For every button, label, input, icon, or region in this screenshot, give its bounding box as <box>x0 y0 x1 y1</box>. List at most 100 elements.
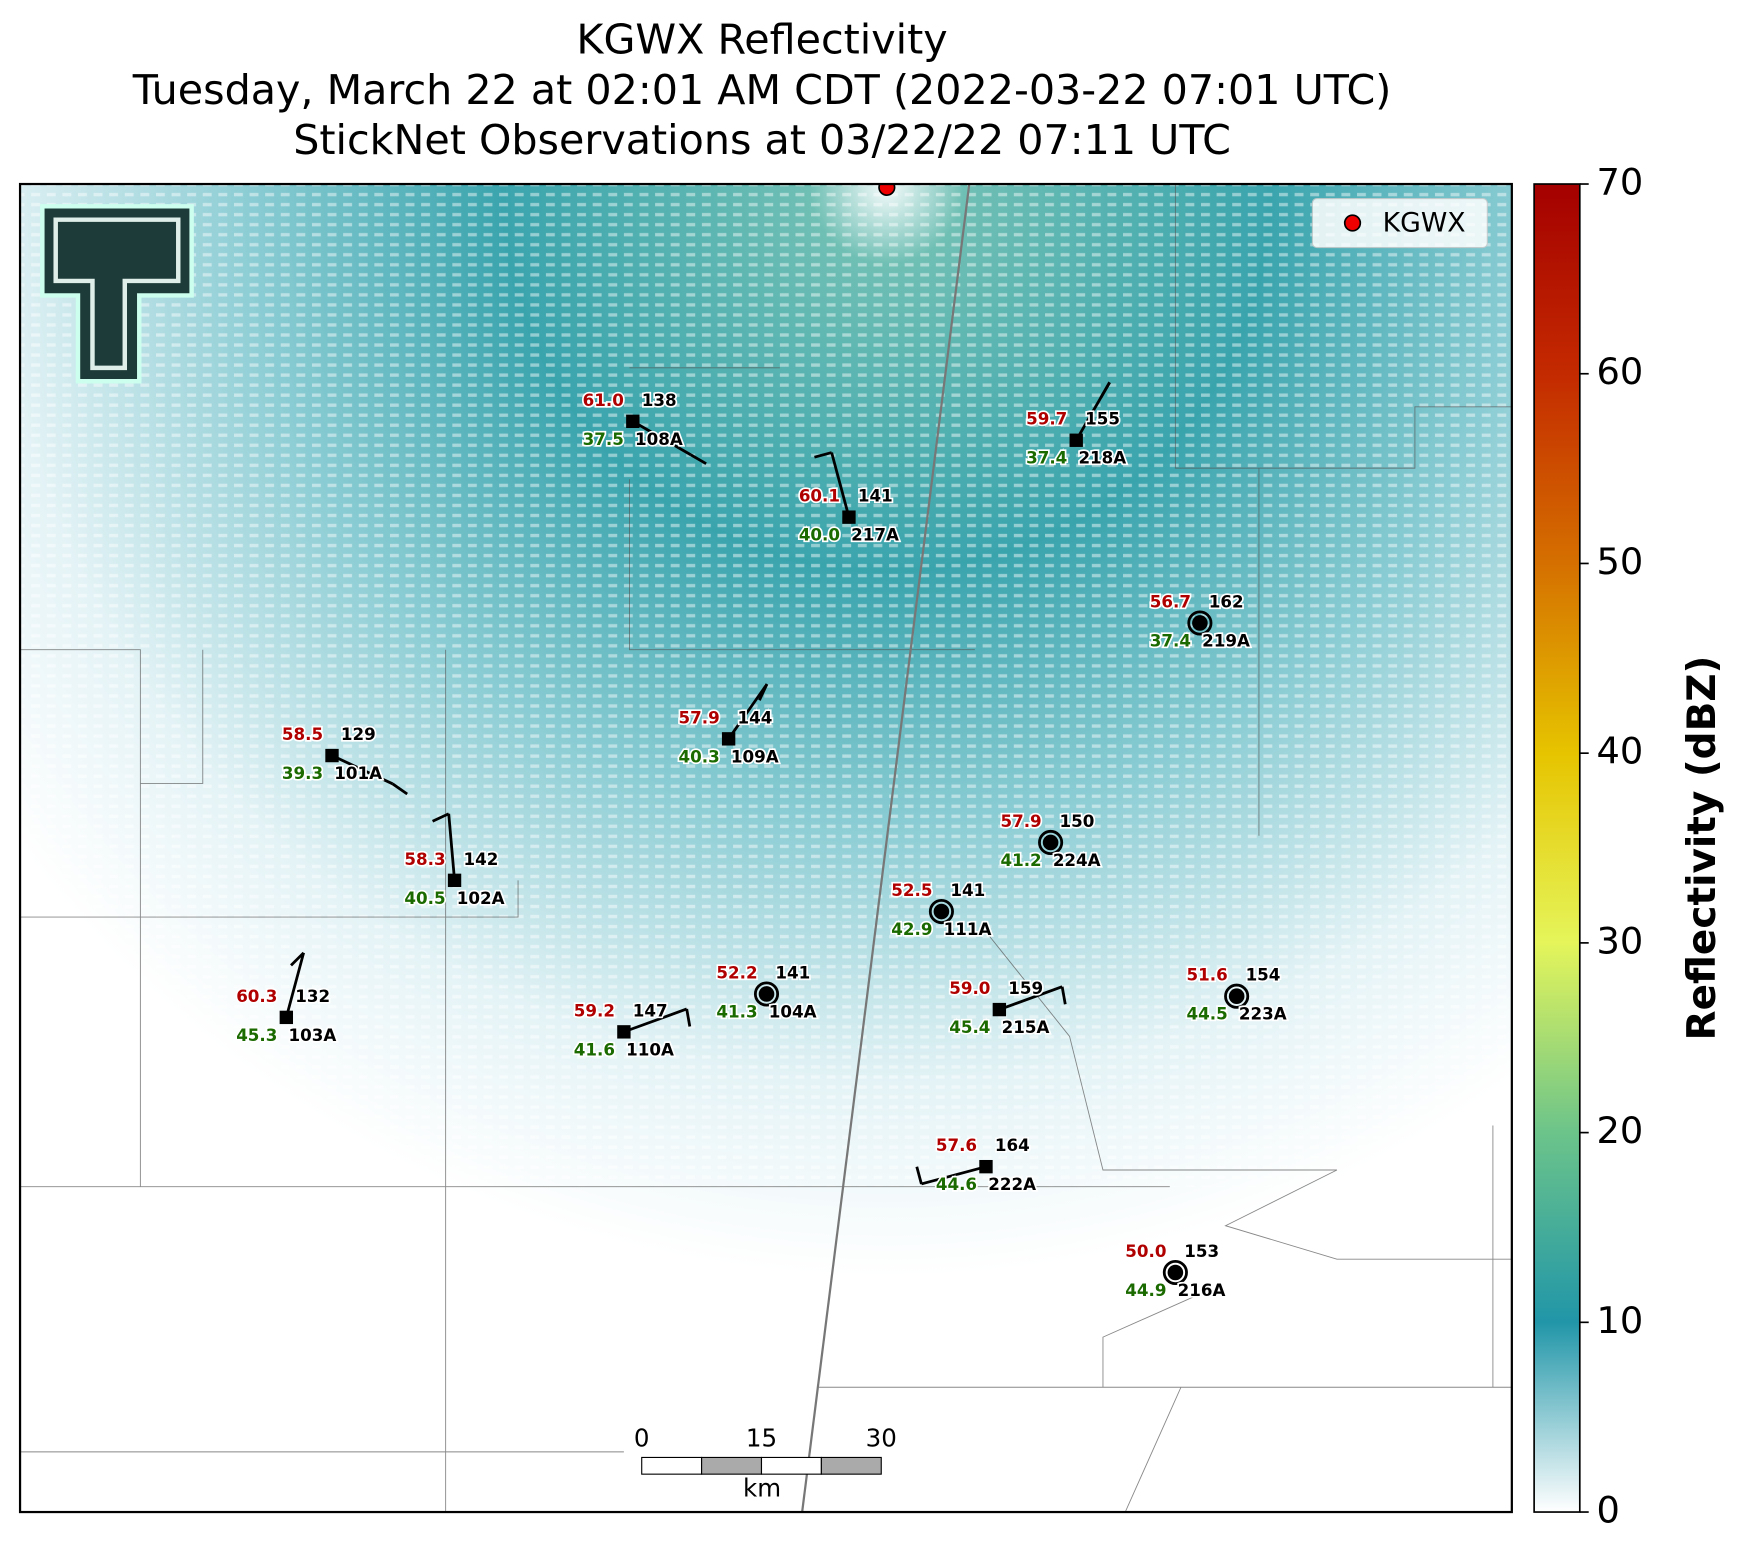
station-dewpoint: 37.4 <box>1026 448 1067 468</box>
station-value: 138 <box>642 390 677 410</box>
station-temp: 58.5 <box>282 724 323 744</box>
station-dewpoint: 41.3 <box>716 1001 757 1021</box>
colorbar: Reflectivity (dBZ) 0 10 20 30 40 50 60 70 <box>1533 161 1725 1532</box>
map: 61.0 138 37.5 108A 60.1 141 40.0 217A 59.7 155 37.… <box>20 184 1512 1513</box>
station-id: 103A <box>289 1025 337 1045</box>
station-marker <box>447 873 462 888</box>
station-value: 129 <box>341 724 376 744</box>
highway <box>801 184 971 1513</box>
station-marker <box>1228 988 1245 1005</box>
colorbar-tick-label: 10 <box>1597 1299 1644 1342</box>
station-dewpoint: 41.6 <box>574 1039 615 1059</box>
station-temp: 51.6 <box>1187 965 1228 985</box>
station-marker <box>842 510 856 524</box>
station-temp: 50.0 <box>1125 1241 1166 1261</box>
station-dewpoint: 45.3 <box>236 1025 277 1045</box>
wind-barb <box>632 420 692 456</box>
radar-site <box>878 184 896 196</box>
colorbar-tick-label: 0 <box>1597 1489 1620 1532</box>
colorbar-tick-label: 70 <box>1597 161 1644 204</box>
colorbar-ramp <box>1533 183 1581 1513</box>
station-marker <box>279 1010 294 1025</box>
station-marker <box>325 748 339 763</box>
station-marker <box>617 1025 631 1039</box>
station-marker <box>626 414 640 429</box>
legend-label: KGWX <box>1383 208 1466 239</box>
station-temp: 59.0 <box>949 978 990 998</box>
legend: KGWX <box>1311 197 1488 249</box>
station-id: 104A <box>769 1001 817 1021</box>
station-value: 141 <box>858 486 893 506</box>
wind-barb <box>331 754 394 786</box>
wind-barb <box>1099 381 1111 399</box>
station-marker <box>1042 834 1059 851</box>
scale-segment <box>820 1456 882 1475</box>
station-id: 222A <box>988 1174 1036 1194</box>
wind-barb <box>727 683 769 740</box>
title-line: Tuesday, March 22 at 02:01 AM CDT (2022-… <box>132 66 1392 114</box>
station-calm <box>1038 829 1064 855</box>
station-value: 153 <box>1184 1241 1219 1261</box>
station-marker <box>992 1002 1007 1017</box>
station-id: 102A <box>457 888 505 908</box>
wind-barb <box>284 952 305 1018</box>
colorbar-tick-label: 40 <box>1597 730 1644 773</box>
station-marker <box>933 903 950 920</box>
station-dewpoint: 44.6 <box>936 1174 977 1194</box>
station-value: 147 <box>633 1000 668 1020</box>
station-temp: 60.3 <box>236 986 277 1006</box>
station-dewpoint: 45.4 <box>949 1017 990 1037</box>
station-marker <box>1167 1264 1184 1281</box>
station-temp: 60.1 <box>799 486 840 506</box>
station-dewpoint: 37.4 <box>1150 630 1191 650</box>
wind-barb <box>814 451 833 459</box>
station-calm <box>753 981 780 1007</box>
station-id: 215A <box>1002 1017 1050 1037</box>
station-value: 150 <box>1060 811 1095 831</box>
wind-barb <box>690 453 707 465</box>
scale-tick-label: 30 <box>866 1423 897 1452</box>
wind-barb <box>290 951 305 967</box>
station-temp: 59.7 <box>1026 409 1067 429</box>
colorbar-tick-label: 30 <box>1597 919 1644 962</box>
station-value: 155 <box>1085 409 1120 429</box>
station-id: 217A <box>851 525 899 545</box>
county-lines <box>20 184 1512 1513</box>
station-id: 108A <box>635 429 683 449</box>
station-temp: 58.3 <box>404 849 445 869</box>
station-value: 162 <box>1209 591 1244 611</box>
station-value: 159 <box>1008 978 1043 998</box>
station-temp: 52.5 <box>891 880 932 900</box>
station-id: 216A <box>1178 1280 1226 1300</box>
station-value: 142 <box>463 849 498 869</box>
wind-barb <box>830 452 851 518</box>
logo <box>40 204 194 384</box>
wind-barb <box>391 782 408 796</box>
station-dewpoint: 37.5 <box>583 429 624 449</box>
station-dewpoint: 44.9 <box>1125 1280 1166 1300</box>
station-calm <box>1224 983 1250 1009</box>
station-calm <box>928 899 954 925</box>
station-temp: 61.0 <box>583 390 624 410</box>
station-calm <box>1162 1259 1188 1286</box>
scale-tick-label: 15 <box>746 1423 777 1452</box>
station-dewpoint: 40.3 <box>678 746 719 766</box>
station-dewpoint: 39.3 <box>282 763 323 783</box>
station-temp: 57.9 <box>678 707 719 727</box>
wind-barb <box>623 1007 688 1034</box>
station-temp: 57.9 <box>1000 811 1041 831</box>
wind-barb <box>431 812 450 823</box>
wind-barb <box>447 813 456 881</box>
station-temp: 52.2 <box>716 962 757 982</box>
station-value: 132 <box>295 986 330 1006</box>
scale-tick-label: 0 <box>634 1423 650 1452</box>
station-marker <box>721 732 736 746</box>
legend-box <box>1311 197 1488 249</box>
station-id: 219A <box>1202 630 1250 650</box>
wind-barb <box>915 1166 923 1185</box>
station-temp: 57.6 <box>936 1135 977 1155</box>
title-line: KGWX Reflectivity <box>576 16 947 64</box>
map-frame <box>18 182 1513 1514</box>
station-value: 141 <box>950 880 985 900</box>
